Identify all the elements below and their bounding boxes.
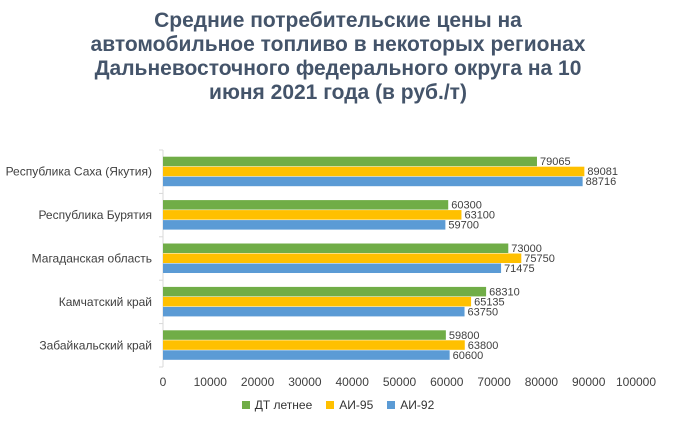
chart-legend: ДТ летнее АИ-95 АИ-92 [0, 398, 676, 412]
category-label: Магаданская область [32, 252, 152, 266]
data-label: 73000 [511, 243, 542, 255]
legend-item-ai92: АИ-92 [387, 398, 434, 412]
bar [163, 210, 462, 220]
chart-title-line: автомобильное топливо в некоторых регион… [90, 33, 586, 56]
legend-item-dt: ДТ летнее [241, 398, 313, 412]
bar [163, 340, 465, 350]
category-label: Забайкальский край [39, 338, 152, 352]
bar [163, 156, 537, 167]
data-label: 59700 [448, 220, 479, 232]
bar [163, 200, 449, 210]
data-label: 60600 [453, 350, 484, 362]
x-tick-label: 100000 [616, 375, 656, 389]
category-label: Камчатский край [59, 295, 152, 309]
legend-item-ai95: АИ-95 [326, 398, 373, 412]
data-label: 79065 [540, 156, 571, 168]
data-label: 63800 [468, 340, 499, 352]
category-label: Республика Саха (Якутия) [6, 165, 152, 179]
chart-title-line: Средние потребительские цены на [154, 9, 522, 32]
data-label: 89081 [587, 166, 618, 178]
bar [163, 220, 446, 230]
bar [163, 253, 522, 263]
legend-swatch [241, 401, 250, 409]
data-label: 75750 [524, 253, 555, 265]
bar [163, 350, 450, 360]
bar [163, 296, 472, 307]
x-tick-label: 40000 [336, 375, 370, 389]
data-label: 68310 [489, 286, 520, 298]
x-tick-label: 0 [160, 375, 167, 389]
data-label: 59800 [449, 330, 480, 342]
chart-title-line: Дальневосточного федерального округа на … [94, 57, 582, 80]
bar [163, 263, 502, 273]
legend-label: АИ-95 [339, 398, 374, 412]
x-tick-label: 50000 [383, 375, 417, 389]
bar [163, 306, 465, 317]
bar [163, 243, 509, 253]
x-tick-label: 90000 [572, 375, 606, 389]
data-label: 71475 [504, 263, 535, 275]
data-label: 60300 [451, 200, 482, 212]
legend-swatch [387, 401, 396, 409]
data-label: 88716 [586, 176, 617, 188]
x-tick-label: 30000 [288, 375, 322, 389]
data-label: 63100 [464, 210, 495, 222]
bar [163, 166, 585, 177]
category-label: Республика Бурятия [38, 208, 152, 222]
bar [163, 330, 446, 340]
chart-title: Средние потребительские цены на автомоби… [0, 9, 676, 105]
data-label: 65135 [474, 296, 505, 308]
legend-swatch [326, 401, 335, 409]
data-label: 63750 [468, 306, 499, 318]
bar [163, 176, 583, 187]
chart-title-line: июня 2021 года (в руб./т) [209, 81, 467, 104]
x-tick-label: 60000 [430, 375, 464, 389]
legend-label: ДТ летнее [254, 398, 313, 412]
x-tick-label: 10000 [194, 375, 228, 389]
legend-label: АИ-92 [400, 398, 435, 412]
bar [163, 286, 487, 297]
x-tick-label: 70000 [477, 375, 511, 389]
x-tick-label: 80000 [525, 375, 559, 389]
x-tick-label: 20000 [241, 375, 275, 389]
